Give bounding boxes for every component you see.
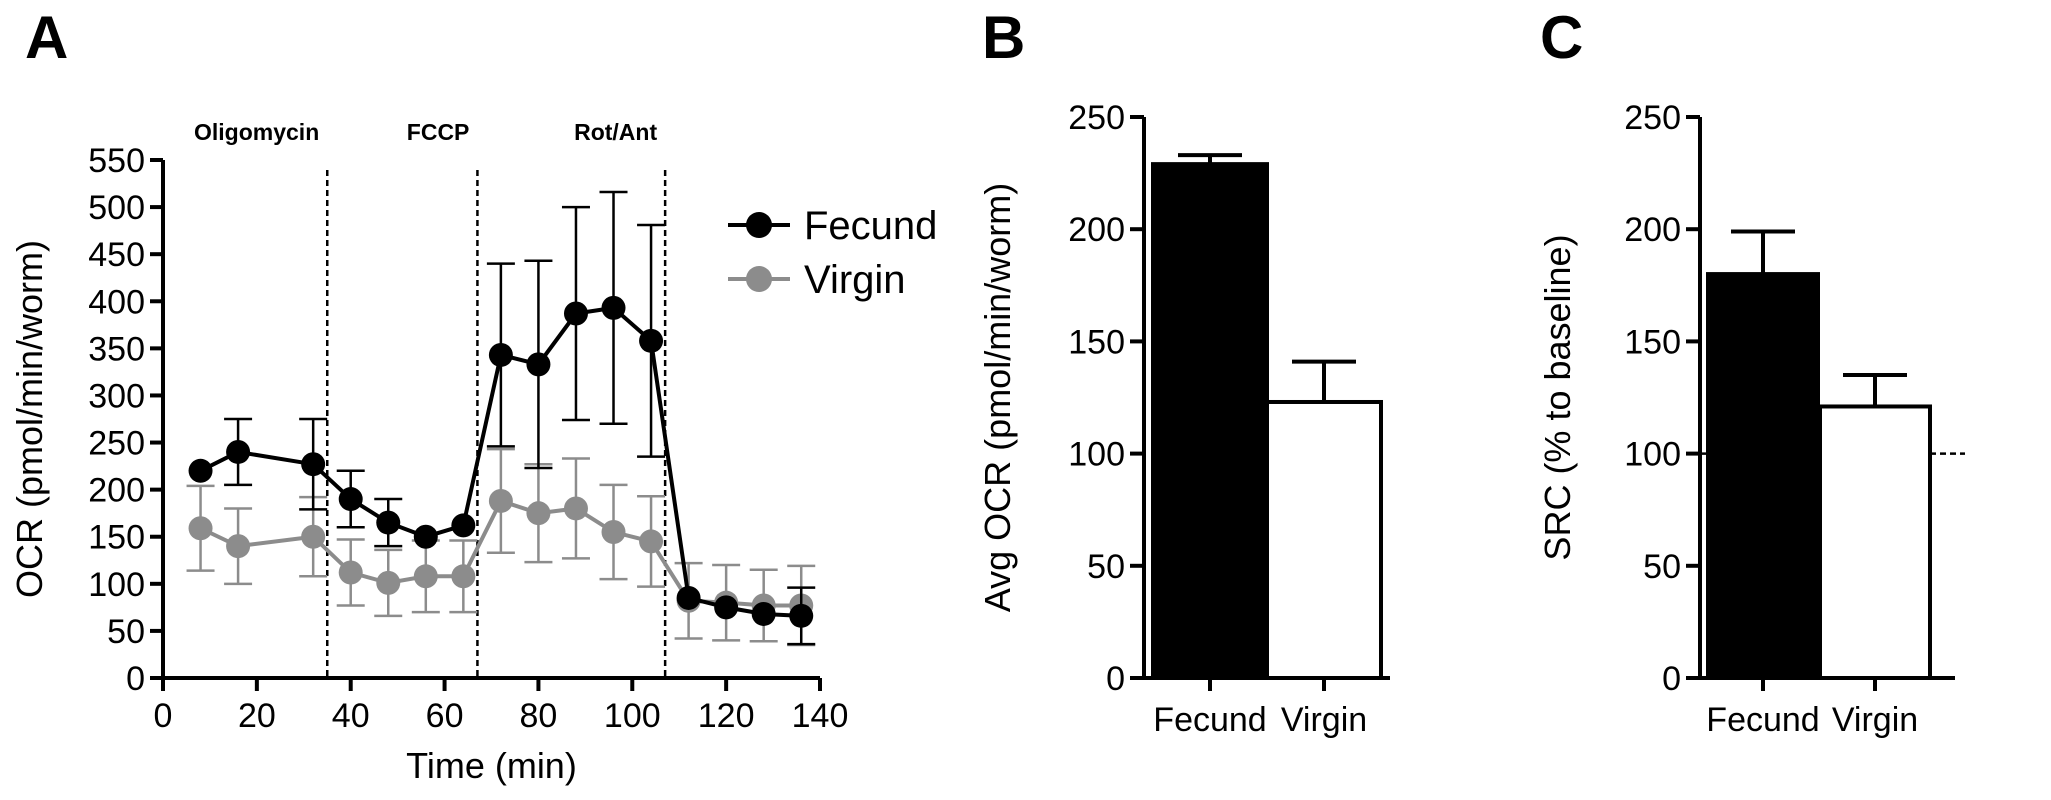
panel-a-y-tick-label: 0 bbox=[126, 660, 145, 698]
panel-a-point-virgin bbox=[413, 564, 438, 589]
panel-b-y-tick-label: 100 bbox=[1068, 436, 1125, 474]
panel-a-line-chart: 0 50 100 150 200 250 300 350 400 450 500 550 0 20 40 60… bbox=[9, 119, 937, 786]
panel-c-bar-chart: 0 50 100 150 200 250 SRC (% to baseline) Fecund… bbox=[1537, 99, 1965, 739]
panel-a-point-virgin bbox=[639, 529, 664, 554]
panel-a-y-tick-label: 150 bbox=[88, 519, 145, 557]
panel-a-y-tick-label: 250 bbox=[88, 425, 145, 463]
panel-a-y-tick-label: 200 bbox=[88, 472, 145, 510]
panel-b-y-tick-label: 0 bbox=[1106, 660, 1125, 698]
panel-a-point-fecund bbox=[488, 342, 513, 367]
panel-a-x-tick-label: 20 bbox=[238, 697, 276, 735]
panel-letter-b: B bbox=[982, 4, 1025, 71]
panel-a-point-fecund bbox=[526, 352, 551, 377]
panel-a-x-tick-label: 60 bbox=[426, 697, 464, 735]
panel-a-legend-marker-virgin bbox=[746, 266, 772, 292]
panel-a-y-tick-label: 550 bbox=[88, 142, 145, 180]
panel-a-y-tick-label: 500 bbox=[88, 189, 145, 227]
panel-a-point-virgin bbox=[451, 564, 476, 589]
panel-a-injection-label: Oligomycin bbox=[194, 119, 319, 145]
panel-a-point-fecund bbox=[563, 301, 588, 326]
panel-a-point-fecund bbox=[338, 487, 363, 512]
panel-a-legend-marker-fecund bbox=[746, 212, 772, 238]
panel-c-y-tick-label: 0 bbox=[1662, 660, 1681, 698]
panel-a-legend-label: Fecund bbox=[804, 204, 937, 248]
panel-a-x-tick-label: 80 bbox=[520, 697, 558, 735]
panel-c-x-tick-label: Fecund bbox=[1706, 701, 1819, 739]
panel-a-point-fecund bbox=[601, 295, 626, 320]
panel-b-y-tick-label: 50 bbox=[1087, 548, 1125, 586]
panel-a-injection-label: FCCP bbox=[407, 119, 470, 145]
panel-a-point-virgin bbox=[488, 488, 513, 513]
panel-a-point-virgin bbox=[188, 516, 213, 541]
panel-b-y-tick-label: 150 bbox=[1068, 323, 1125, 361]
panel-c-y-tick-label: 150 bbox=[1624, 323, 1681, 361]
panel-a-point-fecund bbox=[451, 513, 476, 538]
panel-c-y-tick-label: 100 bbox=[1624, 436, 1681, 474]
panel-a-series-line-fecund bbox=[199, 305, 802, 618]
panel-a-y-tick-label: 350 bbox=[88, 330, 145, 368]
panel-b-x-tick-label: Virgin bbox=[1281, 701, 1367, 739]
panel-b-y-tick-label: 250 bbox=[1068, 99, 1125, 137]
panel-a-x-tick-label: 40 bbox=[332, 697, 370, 735]
panel-a-point-fecund bbox=[301, 452, 326, 477]
panel-a-point-virgin bbox=[563, 496, 588, 521]
panel-letter-a: A bbox=[25, 4, 68, 71]
panel-a-point-fecund bbox=[188, 458, 213, 483]
panel-a-point-virgin bbox=[226, 534, 251, 559]
panel-a-point-fecund bbox=[789, 603, 814, 628]
panel-a-y-tick-label: 100 bbox=[88, 566, 145, 604]
panel-a-point-virgin bbox=[526, 501, 551, 526]
panel-c-y-tick-label: 200 bbox=[1624, 211, 1681, 249]
panel-b-bar-chart: 0 50 100 150 200 250 Avg OCR (pmol/min/worm) Fe… bbox=[977, 99, 1390, 739]
panel-a-y-tick-label: 50 bbox=[107, 613, 145, 651]
panel-b-bar-fecund bbox=[1151, 162, 1269, 680]
panel-a-injection-label: Rot/Ant bbox=[574, 119, 657, 145]
panel-a-y-axis-title: OCR (pmol/min/worm) bbox=[9, 240, 50, 598]
panel-a-x-tick-label: 120 bbox=[698, 697, 755, 735]
panel-a-x-tick-label: 0 bbox=[154, 697, 173, 735]
panel-a-point-fecund bbox=[751, 601, 776, 626]
panel-a-point-virgin bbox=[601, 520, 626, 545]
panel-a-y-tick-label: 300 bbox=[88, 377, 145, 415]
panel-b-y-axis-title: Avg OCR (pmol/min/worm) bbox=[977, 183, 1018, 612]
panel-a-point-fecund bbox=[226, 439, 251, 464]
panel-c-bar-virgin bbox=[1818, 404, 1932, 680]
panel-b-x-tick-label: Fecund bbox=[1153, 701, 1266, 739]
panel-c-bar-fecund bbox=[1706, 272, 1820, 680]
panel-b-y-tick-label: 200 bbox=[1068, 211, 1125, 249]
panel-a-x-tick-label: 100 bbox=[604, 697, 661, 735]
panel-a-x-tick-label: 140 bbox=[792, 697, 849, 735]
panel-c-x-tick-label: Virgin bbox=[1832, 701, 1918, 739]
panel-a-point-fecund bbox=[714, 595, 739, 620]
panel-a-point-fecund bbox=[413, 524, 438, 549]
panel-c-y-axis-title: SRC (% to baseline) bbox=[1537, 234, 1578, 560]
panel-a-legend-label: Virgin bbox=[804, 258, 906, 302]
panel-a-point-fecund bbox=[676, 585, 701, 610]
panel-a-point-fecund bbox=[376, 510, 401, 535]
panel-a-point-fecund bbox=[639, 328, 664, 353]
panel-letter-c: C bbox=[1540, 4, 1583, 71]
panel-a-y-tick-label: 400 bbox=[88, 283, 145, 321]
panel-c-y-tick-label: 50 bbox=[1643, 548, 1681, 586]
panel-c-y-tick-label: 250 bbox=[1624, 99, 1681, 137]
panel-a-y-tick-label: 450 bbox=[88, 236, 145, 274]
panel-a-point-virgin bbox=[376, 570, 401, 595]
panel-a-point-virgin bbox=[338, 560, 363, 585]
panel-a-point-virgin bbox=[301, 524, 326, 549]
panel-a-x-axis-title: Time (min) bbox=[406, 745, 577, 786]
panel-b-bar-virgin bbox=[1265, 399, 1383, 680]
